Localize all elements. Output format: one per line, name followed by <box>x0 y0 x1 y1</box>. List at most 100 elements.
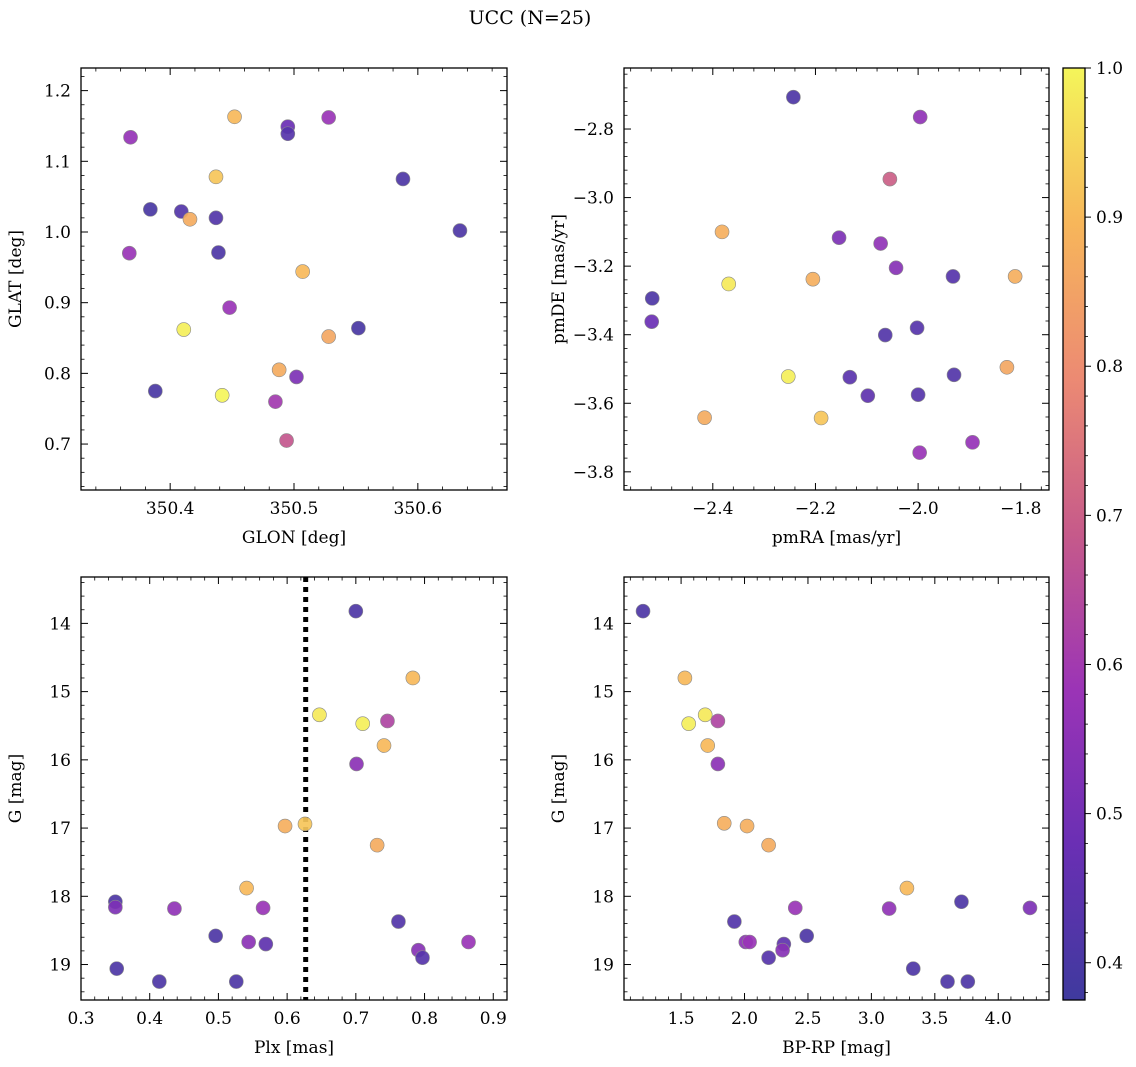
data-point <box>681 716 697 731</box>
y-tick-label: 14 <box>49 614 71 634</box>
x-axis-label: GLON [deg] <box>242 528 346 548</box>
y-tick-label: 0.8 <box>44 364 71 384</box>
x-axis-label: BP-RP [mag] <box>782 1038 891 1058</box>
y-tick-label: 18 <box>49 887 71 907</box>
colorbar-tick-label: 0.8 <box>1096 357 1123 377</box>
y-tick-label: −3.0 <box>573 189 614 209</box>
colorbar-tick-label: 1.0 <box>1096 59 1123 79</box>
data-point <box>721 276 737 292</box>
x-tick-label: 350.5 <box>270 499 319 519</box>
data-point <box>258 936 274 952</box>
data-point <box>241 934 256 950</box>
colorbar-tick-label: 0.6 <box>1096 655 1123 675</box>
panel-pmra-pmde: −2.4 −2.2 −2.0 −1.8 −3.8 −3.6 −3.4 −3.2 −3.0 −2.8… <box>549 67 1050 548</box>
y-tick-label: −3.4 <box>573 326 614 346</box>
x-tick-label: 0.3 <box>67 1009 94 1029</box>
data-point <box>905 961 921 976</box>
plot-frame <box>623 67 1050 491</box>
data-point <box>775 942 790 958</box>
colorbar-tick-label: 0.4 <box>1096 954 1123 974</box>
data-point <box>109 961 125 976</box>
y-tick-label: −3.2 <box>573 257 614 277</box>
data-point <box>909 320 925 336</box>
data-point <box>799 928 814 944</box>
x-tick-label: −2.4 <box>692 499 733 519</box>
x-tick-label: 1.5 <box>668 1009 695 1029</box>
data-point <box>369 837 385 853</box>
y-tick-label: −2.8 <box>573 120 614 140</box>
y-tick-label: −3.8 <box>573 463 614 483</box>
data-point <box>635 603 651 619</box>
data-point <box>208 928 223 944</box>
data-point <box>761 950 776 966</box>
data-point <box>912 109 928 125</box>
y-axis-label: G [mag] <box>549 754 569 823</box>
x-tick-label: −2.0 <box>897 499 938 519</box>
data-point <box>176 322 192 337</box>
data-point <box>123 129 138 145</box>
x-tick-label: 3.5 <box>921 1009 948 1029</box>
y-axis-label: pmDE [mas/yr] <box>549 214 569 344</box>
data-point <box>321 329 336 344</box>
data-point <box>877 327 893 343</box>
data-point <box>391 914 406 929</box>
data-point <box>395 171 411 187</box>
data-point <box>960 974 976 989</box>
data-point <box>415 950 430 966</box>
data-point <box>761 837 776 853</box>
data-point <box>813 410 829 426</box>
data-point <box>380 713 395 729</box>
data-point <box>1022 900 1038 916</box>
data-point <box>271 362 287 378</box>
data-point <box>677 670 693 686</box>
data-point <box>239 880 254 896</box>
data-point <box>152 974 167 989</box>
data-point <box>227 109 242 125</box>
panel-plx-g: 0.3 0.4 0.5 0.6 0.7 0.8 0.9 14 15 16 17 18 19 Plx [ma… <box>6 576 508 1058</box>
data-point <box>312 707 327 723</box>
y-axis-label: G [mag] <box>6 754 26 823</box>
data-point <box>349 756 364 772</box>
data-point <box>999 359 1015 375</box>
data-point <box>148 383 163 399</box>
y-tick-label: −3.6 <box>573 394 614 414</box>
data-point <box>700 738 716 753</box>
x-tick-label: 0.8 <box>411 1009 438 1029</box>
data-point <box>873 236 888 251</box>
y-tick-label: 0.9 <box>44 294 71 314</box>
x-tick-label: −1.8 <box>1000 499 1041 519</box>
y-tick-label: 19 <box>592 956 614 976</box>
data-point <box>710 713 726 729</box>
x-tick-label: 2.5 <box>794 1009 821 1029</box>
data-point <box>108 899 123 915</box>
data-point <box>143 202 158 217</box>
data-point <box>899 880 915 896</box>
data-point <box>214 387 230 403</box>
data-point <box>208 169 224 185</box>
data-point <box>727 914 742 929</box>
data-point <box>881 901 897 916</box>
y-tick-label: 19 <box>49 956 71 976</box>
data-point <box>940 974 955 989</box>
data-point <box>228 974 244 989</box>
x-tick-label: 0.9 <box>480 1009 507 1029</box>
colorbar-tick-label: 0.5 <box>1096 805 1123 825</box>
data-point <box>208 210 224 226</box>
x-tick-label: −2.2 <box>795 499 836 519</box>
x-tick-label: 350.4 <box>146 499 195 519</box>
data-point <box>945 269 961 284</box>
y-tick-label: 17 <box>49 819 71 839</box>
data-point <box>786 89 801 105</box>
data-point <box>277 818 293 834</box>
data-point <box>888 260 904 276</box>
data-point <box>255 900 271 916</box>
data-point <box>644 314 660 329</box>
y-tick-label: 16 <box>49 751 71 771</box>
colorbar-bar <box>1062 67 1086 1001</box>
x-tick-label: 0.5 <box>205 1009 232 1029</box>
data-point <box>910 387 926 402</box>
y-axis-label: GLAT [deg] <box>6 230 26 328</box>
data-point <box>882 171 898 187</box>
data-point <box>1007 269 1023 284</box>
figure-title: UCC (N=25) <box>468 7 592 29</box>
